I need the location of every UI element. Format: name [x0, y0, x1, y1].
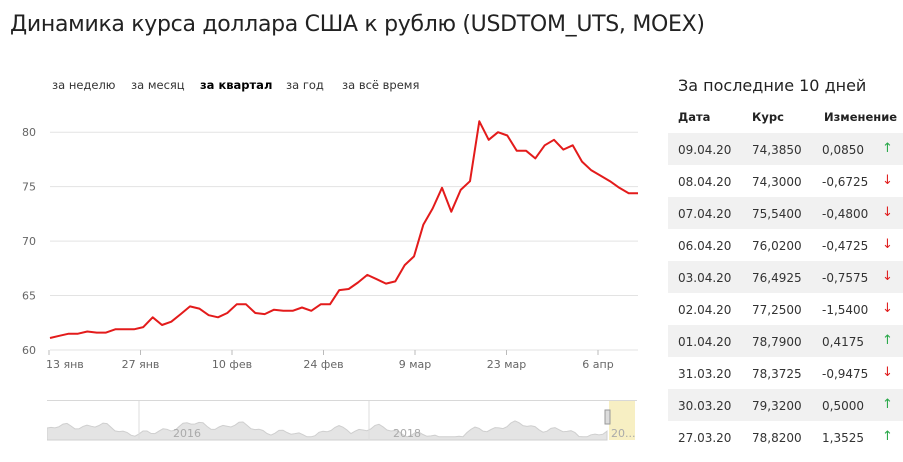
row-rate: 75,5400 — [752, 207, 802, 221]
navigator-selection[interactable] — [609, 401, 635, 440]
panel-title: За последние 10 дней — [678, 76, 867, 95]
chart-grid — [50, 131, 638, 351]
navigator-label: 2018 — [393, 427, 421, 440]
row-rate: 76,0200 — [752, 239, 802, 253]
x-tick-label: 9 мар — [399, 358, 432, 371]
row-date: 09.04.20 — [678, 143, 732, 157]
row-date: 27.03.20 — [678, 431, 732, 445]
arrow-down-icon: ↓ — [882, 205, 893, 220]
page-title: Динамика курса доллара США к рублю (USDT… — [10, 12, 705, 37]
row-change: -1,5400 — [822, 303, 869, 317]
row-date: 02.04.20 — [678, 303, 732, 317]
table-row: 31.03.20 78,3725 -0,9475 ↓ — [668, 357, 903, 389]
table-row: 03.04.20 76,4925 -0,7575 ↓ — [668, 261, 903, 293]
y-tick-label: 70 — [22, 235, 36, 248]
row-change: -0,7575 — [822, 271, 869, 285]
table-body: 09.04.20 74,3850 0,0850 ↑ 08.04.20 74,3000 -0,… — [668, 133, 903, 453]
series-line-layer — [49, 120, 639, 339]
period-all-time[interactable]: за всё время — [342, 78, 420, 92]
header-rate: Курс — [752, 110, 784, 124]
header-date: Дата — [678, 110, 711, 124]
row-change: 0,4175 — [822, 335, 864, 349]
table-row: 06.04.20 76,0200 -0,4725 ↓ — [668, 229, 903, 261]
y-tick-label: 60 — [22, 344, 36, 357]
row-date: 01.04.20 — [678, 335, 732, 349]
arrow-down-icon: ↓ — [882, 301, 893, 316]
arrow-up-icon: ↑ — [882, 141, 893, 156]
navigator-label: 20... — [611, 427, 636, 440]
row-rate: 76,4925 — [752, 271, 802, 285]
x-axis: 13 янв 27 янв 10 фев 24 фев 9 мар 23 мар 6 апр — [46, 350, 614, 371]
row-date: 31.03.20 — [678, 367, 732, 381]
arrow-up-icon: ↑ — [882, 429, 893, 444]
table-row: 09.04.20 74,3850 0,0850 ↑ — [668, 133, 903, 165]
period-quarter[interactable]: за квартал — [200, 78, 273, 92]
row-rate: 77,2500 — [752, 303, 802, 317]
table-row: 02.04.20 77,2500 -1,5400 ↓ — [668, 293, 903, 325]
navigator-label: 2016 — [173, 427, 201, 440]
row-change: 1,3525 — [822, 431, 864, 445]
row-change: 0,5000 — [822, 399, 864, 413]
row-change: -0,4800 — [822, 207, 869, 221]
y-axis: 60 65 70 75 80 — [22, 126, 36, 357]
arrow-up-icon: ↑ — [882, 333, 893, 348]
table-row: 07.04.20 75,5400 -0,4800 ↓ — [668, 197, 903, 229]
x-tick-label: 23 мар — [487, 358, 527, 371]
row-date: 08.04.20 — [678, 175, 732, 189]
x-tick-label: 24 фев — [303, 358, 343, 371]
row-rate: 79,3200 — [752, 399, 802, 413]
table-row: 08.04.20 74,3000 -0,6725 ↓ — [668, 165, 903, 197]
rate-line-chart: 60 65 70 75 80 13 янв 27 янв 10 фев 24 фев 9 мар… — [22, 120, 639, 371]
row-rate: 74,3850 — [752, 143, 802, 157]
table-row: 27.03.20 78,8200 1,3525 ↑ — [668, 421, 903, 453]
range-navigator[interactable]: 2016 2018 20... — [47, 400, 637, 448]
row-date: 07.04.20 — [678, 207, 732, 221]
x-tick-label: 10 фев — [212, 358, 252, 371]
row-date: 30.03.20 — [678, 399, 732, 413]
period-year[interactable]: за год — [286, 78, 324, 92]
navigator-left-handle[interactable] — [604, 409, 611, 425]
row-change: 0,0850 — [822, 143, 864, 157]
header-change: Изменение — [824, 110, 898, 124]
arrow-down-icon: ↓ — [882, 237, 893, 252]
y-tick-label: 75 — [22, 181, 36, 194]
row-rate: 78,7900 — [752, 335, 802, 349]
row-change: -0,4725 — [822, 239, 869, 253]
y-tick-label: 65 — [22, 290, 36, 303]
arrow-down-icon: ↓ — [882, 269, 893, 284]
table-row: 30.03.20 79,3200 0,5000 ↑ — [668, 389, 903, 421]
navigator-history-area — [47, 420, 608, 441]
row-date: 03.04.20 — [678, 271, 732, 285]
arrow-up-icon: ↑ — [882, 397, 893, 412]
x-tick-label: 27 янв — [122, 358, 160, 371]
y-tick-label: 80 — [22, 126, 36, 139]
table-row: 01.04.20 78,7900 0,4175 ↑ — [668, 325, 903, 357]
row-date: 06.04.20 — [678, 239, 732, 253]
x-tick-label: 6 апр — [582, 358, 613, 371]
row-rate: 78,8200 — [752, 431, 802, 445]
row-rate: 74,3000 — [752, 175, 802, 189]
arrow-down-icon: ↓ — [882, 173, 893, 188]
arrow-down-icon: ↓ — [882, 365, 893, 380]
row-rate: 78,3725 — [752, 367, 802, 381]
row-change: -0,6725 — [822, 175, 869, 189]
period-month[interactable]: за месяц — [131, 78, 185, 92]
table-header: Дата Курс Изменение — [668, 110, 903, 130]
period-week[interactable]: за неделю — [52, 78, 116, 92]
x-tick-label: 13 янв — [46, 358, 84, 371]
series-line — [49, 120, 638, 339]
row-change: -0,9475 — [822, 367, 869, 381]
